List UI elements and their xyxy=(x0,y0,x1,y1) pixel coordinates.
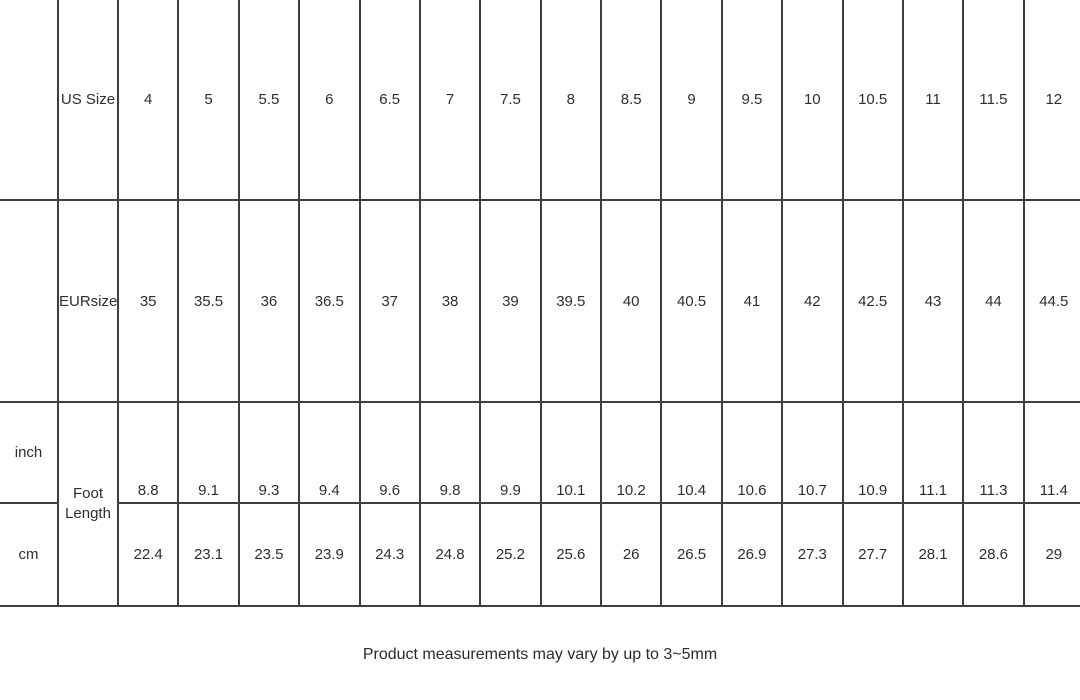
cm-value-cell: 23.1 xyxy=(177,502,240,607)
us-size-cell: 5.5 xyxy=(237,0,301,201)
size-conversion-table: US Size 4 5 5.5 6 6.5 7 7.5 8 8.5 9 9.5 … xyxy=(0,0,1080,607)
eur-size-label: EURsize xyxy=(57,199,119,403)
us-size-cell: 10.5 xyxy=(841,0,904,201)
inch-value-cell: 11.1 xyxy=(901,401,965,504)
empty-unit-cell xyxy=(0,199,59,403)
inch-value-cell: 9.6 xyxy=(358,401,421,504)
eur-size-cell: 43 xyxy=(901,199,965,403)
us-size-cell: 12 xyxy=(1022,0,1080,201)
us-size-cell: 10 xyxy=(781,0,844,201)
inch-value-cell: 8.8 xyxy=(116,401,180,504)
inch-value-cell: 11.3 xyxy=(962,401,1025,504)
us-size-cell: 6.5 xyxy=(358,0,421,201)
eur-size-cell: 42.5 xyxy=(841,199,904,403)
cm-value-cell: 25.2 xyxy=(479,502,542,607)
inch-value-cell: 9.9 xyxy=(479,401,542,504)
inch-value-cell: 9.4 xyxy=(298,401,361,504)
eur-size-cell: 35.5 xyxy=(177,199,240,403)
cm-value-cell: 29 xyxy=(1022,502,1080,607)
us-size-cell: 11.5 xyxy=(962,0,1025,201)
us-size-cell: 7.5 xyxy=(479,0,542,201)
inch-row: inch Foot Length 8.8 9.1 9.3 9.4 9.6 9.8… xyxy=(0,401,1080,607)
us-size-row: US Size 4 5 5.5 6 6.5 7 7.5 8 8.5 9 9.5 … xyxy=(0,0,1080,201)
inch-value-cell: 9.1 xyxy=(177,401,240,504)
cm-value-cell: 27.7 xyxy=(841,502,904,607)
eur-size-cell: 39.5 xyxy=(539,199,603,403)
cm-value-cell: 27.3 xyxy=(781,502,844,607)
cm-value-cell: 26.5 xyxy=(660,502,723,607)
inch-value-cell: 10.2 xyxy=(599,401,663,504)
us-size-cell: 11 xyxy=(901,0,965,201)
us-size-cell: 6 xyxy=(298,0,361,201)
us-size-cell: 9 xyxy=(660,0,723,201)
eur-size-row: EURsize 35 35.5 36 36.5 37 38 39 39.5 40… xyxy=(0,199,1080,403)
inch-value-cell: 10.7 xyxy=(781,401,844,504)
inch-value-cell: 9.8 xyxy=(418,401,482,504)
eur-size-cell: 42 xyxy=(781,199,844,403)
cm-value-cell: 23.5 xyxy=(237,502,301,607)
cm-value-cell: 28.1 xyxy=(901,502,965,607)
cm-value-cell: 24.3 xyxy=(358,502,421,607)
inch-value-cell: 9.3 xyxy=(237,401,301,504)
inch-value-cell: 10.9 xyxy=(841,401,904,504)
cm-value-cell: 26.9 xyxy=(720,502,784,607)
cm-value-cell: 26 xyxy=(599,502,663,607)
eur-size-cell: 44 xyxy=(962,199,1025,403)
eur-size-cell: 41 xyxy=(720,199,784,403)
cm-unit-label: cm xyxy=(0,502,59,607)
eur-size-cell: 35 xyxy=(116,199,180,403)
us-size-label: US Size xyxy=(57,0,119,201)
inch-unit-label: inch xyxy=(0,401,59,504)
eur-size-cell: 40.5 xyxy=(660,199,723,403)
cm-value-cell: 24.8 xyxy=(418,502,482,607)
empty-unit-cell xyxy=(0,0,59,201)
us-size-cell: 8.5 xyxy=(599,0,663,201)
inch-value-cell: 11.4 xyxy=(1022,401,1080,504)
us-size-cell: 9.5 xyxy=(720,0,784,201)
eur-size-cell: 37 xyxy=(358,199,421,403)
us-size-cell: 7 xyxy=(418,0,482,201)
us-size-cell: 4 xyxy=(116,0,180,201)
foot-length-label: Foot Length xyxy=(57,401,119,607)
eur-size-cell: 38 xyxy=(418,199,482,403)
eur-size-cell: 36 xyxy=(237,199,301,403)
inch-value-cell: 10.6 xyxy=(720,401,784,504)
cm-value-cell: 22.4 xyxy=(116,502,180,607)
cm-row: cm 22.4 23.1 23.5 23.9 24.3 24.8 25.2 25… xyxy=(0,502,1080,607)
us-size-cell: 8 xyxy=(539,0,603,201)
measurement-disclaimer: Product measurements may vary by up to 3… xyxy=(362,646,718,663)
eur-size-cell: 40 xyxy=(599,199,663,403)
cm-value-cell: 28.6 xyxy=(962,502,1025,607)
eur-size-cell: 39 xyxy=(479,199,542,403)
inch-value-cell: 10.1 xyxy=(539,401,603,504)
eur-size-cell: 44.5 xyxy=(1022,199,1080,403)
cm-value-cell: 23.9 xyxy=(298,502,361,607)
cm-value-cell: 25.6 xyxy=(539,502,603,607)
inch-value-cell: 10.4 xyxy=(660,401,723,504)
us-size-cell: 5 xyxy=(177,0,240,201)
eur-size-cell: 36.5 xyxy=(298,199,361,403)
